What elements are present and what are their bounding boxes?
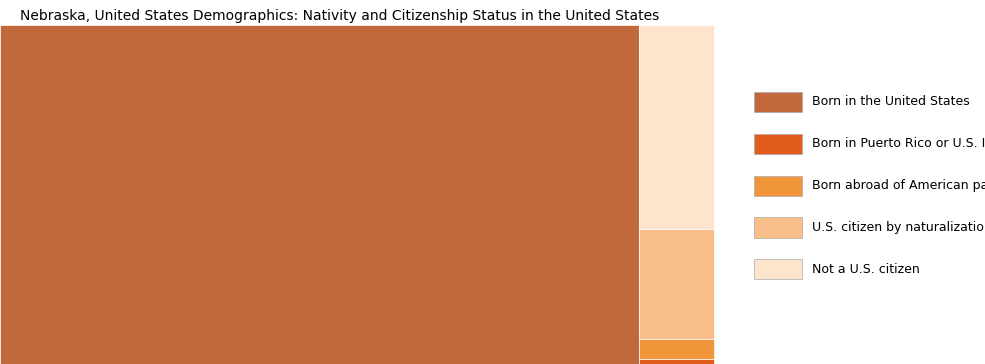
Text: Born in the United States: Born in the United States [813, 95, 970, 108]
Bar [639, 25, 714, 229]
Bar [754, 259, 802, 280]
Text: U.S. citizen by naturalization: U.S. citizen by naturalization [813, 221, 985, 234]
Bar [754, 92, 802, 112]
Bar [639, 359, 714, 364]
Text: Nebraska, United States Demographics: Nativity and Citizenship Status in the Uni: Nebraska, United States Demographics: Na… [20, 9, 659, 23]
Bar [754, 175, 802, 196]
Bar [754, 134, 802, 154]
Text: Not a U.S. citizen: Not a U.S. citizen [813, 263, 920, 276]
Bar [754, 218, 802, 238]
Text: Born in Puerto Rico or U.S. Island Areas: Born in Puerto Rico or U.S. Island Areas [813, 137, 985, 150]
Bar [639, 229, 714, 339]
Bar [0, 25, 639, 364]
Bar [639, 339, 714, 359]
Text: Born abroad of American parent(s): Born abroad of American parent(s) [813, 179, 985, 192]
